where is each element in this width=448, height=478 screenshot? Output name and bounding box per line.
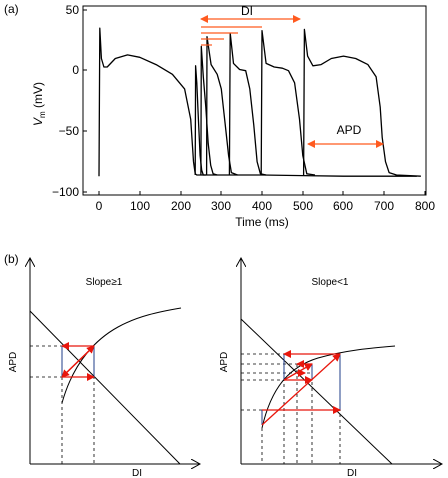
panel-b-right: Slope<1 APD DI <box>219 258 442 478</box>
left-xlabel: DI <box>132 468 142 478</box>
panel-a-label: (a) <box>4 2 19 16</box>
apd-label: APD <box>337 123 362 137</box>
x-axis-label: Time (ms) <box>235 215 289 229</box>
right-xlabel: DI <box>347 468 357 478</box>
panel-b-left: Slope≥1 APD DI <box>8 258 200 478</box>
apd-annotation: APD <box>307 123 384 148</box>
panel-b-label: (b) <box>4 252 19 266</box>
action-potential-trace-7 <box>302 28 421 177</box>
x-tick-label: 100 <box>130 199 150 213</box>
y-axis: 50 0 −50 −100 <box>52 3 87 199</box>
y-tick-label: −50 <box>59 124 80 138</box>
left-diagonal-line <box>29 310 181 465</box>
x-tick-label: 500 <box>293 199 313 213</box>
x-tick-label: 300 <box>211 199 231 213</box>
y-axis-label: Vm (mV) <box>31 82 47 126</box>
action-potential-trace-2 <box>194 65 206 176</box>
y-tick-label: −100 <box>52 185 79 199</box>
di-annotation: DI <box>200 4 301 46</box>
x-tick-label: 700 <box>374 199 394 213</box>
left-ylabel: APD <box>8 352 19 373</box>
action-potential-trace-3 <box>200 45 218 176</box>
y-tick-label: 0 <box>72 63 79 77</box>
action-potential-trace-4 <box>205 36 238 176</box>
x-tick-label: 600 <box>333 199 353 213</box>
x-axis: 0 100 200 300 400 500 600 700 800 Time (… <box>96 191 435 229</box>
x-tick-label: 0 <box>96 199 103 213</box>
action-potential-trace-1 <box>98 27 417 177</box>
right-title: Slope<1 <box>312 277 349 288</box>
panel-a-frame <box>82 5 427 196</box>
right-red-arrow <box>283 363 313 381</box>
panel-a-plot: 50 0 −50 −100 Vm (mV) 0 100 200 300 400 … <box>31 3 435 229</box>
x-tick-label: 400 <box>252 199 272 213</box>
left-title: Slope≥1 <box>86 277 123 288</box>
x-tick-label: 200 <box>171 199 191 213</box>
di-label: DI <box>241 4 253 18</box>
right-diagonal-line <box>240 318 393 465</box>
right-red-arrow <box>261 353 341 426</box>
x-tick-label: 800 <box>415 199 435 213</box>
left-restitution-curve <box>61 307 182 404</box>
ap-traces <box>98 27 421 177</box>
action-potential-trace-5 <box>228 32 267 176</box>
right-restitution-curve <box>261 345 396 429</box>
right-ylabel: APD <box>219 352 230 373</box>
left-red-arrow <box>61 345 95 378</box>
y-tick-label: 50 <box>66 3 80 17</box>
